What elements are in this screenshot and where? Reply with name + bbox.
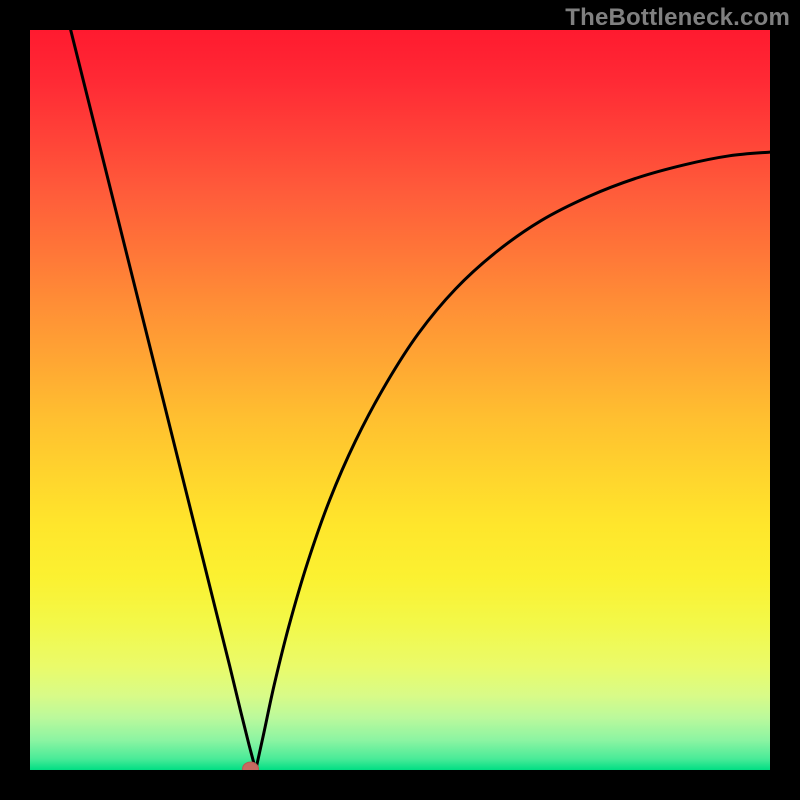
bottleneck-curve-chart — [0, 0, 800, 800]
chart-frame: TheBottleneck.com — [0, 0, 800, 800]
gradient-background — [30, 30, 770, 770]
watermark-label: TheBottleneck.com — [565, 4, 790, 32]
